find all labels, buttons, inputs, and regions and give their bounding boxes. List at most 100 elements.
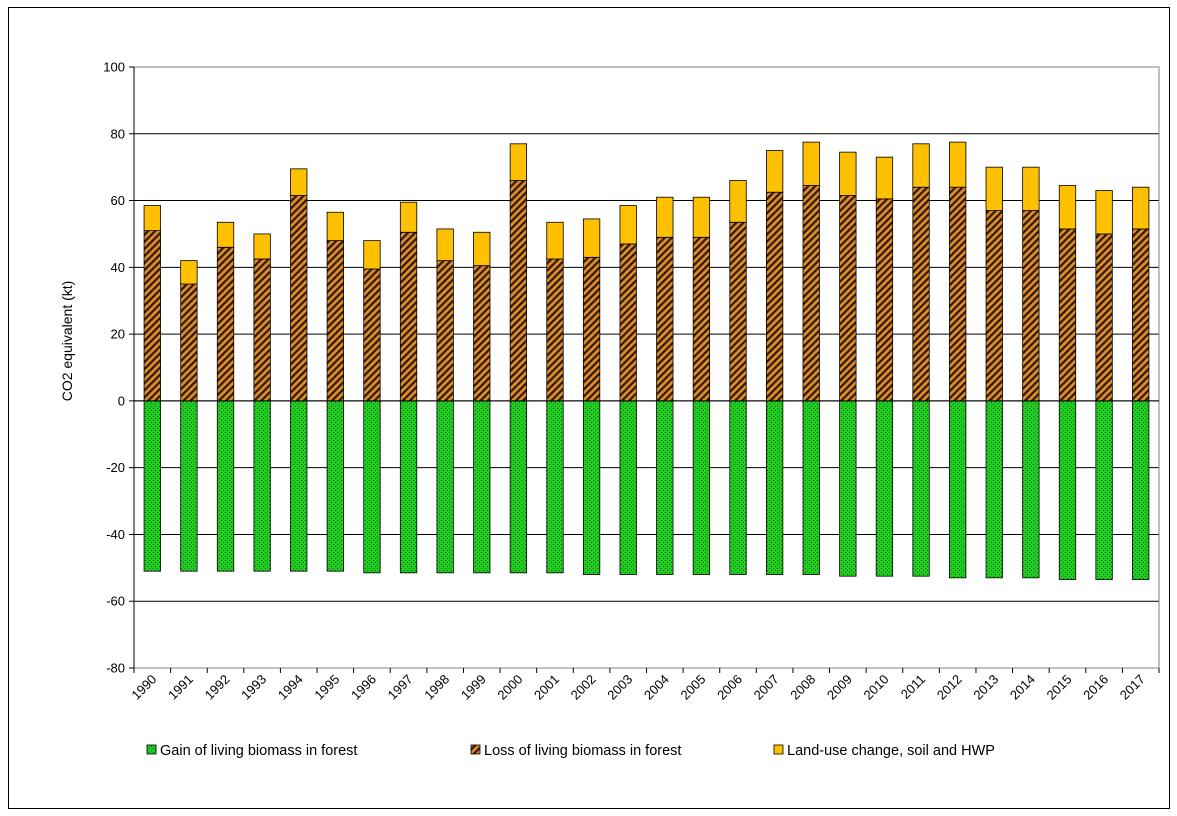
y-tick-label: 20: [111, 327, 125, 342]
bar-loss-2013: [985, 210, 1003, 402]
bar-loss-2000: [509, 180, 528, 402]
bar-land-use-2017: [1132, 186, 1150, 230]
bar-loss-1992: [216, 246, 235, 402]
bar-gain-2013: [985, 400, 1003, 579]
bar-land-use-2013: [985, 166, 1003, 211]
bar-loss-2006: [729, 221, 747, 402]
bar-gain-1991: [180, 400, 198, 572]
bar-land-use-2015: [1058, 185, 1077, 230]
x-tick-label: 2001: [531, 672, 562, 703]
bars: [143, 141, 1150, 580]
bar-land-use-2000: [509, 143, 528, 181]
y-tick-label: 40: [111, 260, 125, 275]
bar-land-use-1992: [216, 221, 235, 248]
bar-loss-2011: [912, 186, 930, 402]
x-tick-label: 1996: [348, 672, 379, 703]
bar-land-use-1996: [363, 240, 381, 270]
bar-land-use-2010: [875, 156, 894, 200]
bar-land-use-2002: [582, 218, 601, 258]
bar-gain-2017: [1132, 400, 1150, 580]
bar-land-use-2016: [1095, 190, 1113, 235]
x-tick-label: 2008: [787, 672, 818, 703]
legend-label: Gain of living biomass in forest: [160, 743, 357, 759]
bar-land-use-1990: [143, 205, 161, 232]
y-tick-label: 0: [118, 393, 125, 408]
legend-swatch: [470, 744, 481, 755]
bar-gain-1995: [326, 400, 344, 572]
bar-loss-1994: [290, 195, 308, 402]
bar-gain-2008: [802, 400, 820, 575]
bar-gain-2015: [1058, 400, 1077, 580]
bar-gain-2002: [582, 400, 601, 575]
y-axis-title: CO2 equivalent (kt): [59, 281, 75, 402]
bar-land-use-2003: [619, 205, 637, 245]
bar-gain-2011: [912, 400, 930, 577]
x-tick-label: 1993: [238, 672, 269, 703]
bar-gain-2004: [656, 400, 674, 575]
bar-gain-2010: [875, 400, 894, 577]
bar-gain-2000: [509, 400, 528, 574]
bar-loss-2001: [546, 258, 564, 402]
bar-gain-2001: [546, 400, 564, 574]
bar-gain-1999: [473, 400, 491, 574]
bar-loss-1999: [473, 265, 491, 402]
x-tick-label: 2012: [934, 672, 965, 703]
y-tick-label: -60: [106, 594, 125, 609]
bar-land-use-1994: [290, 168, 308, 196]
bar-loss-2016: [1095, 233, 1113, 402]
bar-gain-1996: [363, 400, 381, 574]
x-tick-label: 2013: [970, 672, 1001, 703]
bar-gain-1992: [216, 400, 235, 572]
x-tick-label: 2016: [1080, 672, 1111, 703]
bar-gain-2006: [729, 400, 747, 575]
bar-loss-1990: [143, 230, 161, 402]
x-tick-label: 1995: [311, 672, 342, 703]
bar-loss-2015: [1058, 228, 1077, 402]
bar-loss-1996: [363, 268, 381, 402]
bar-loss-2002: [582, 256, 601, 402]
bar-loss-2017: [1132, 228, 1150, 402]
chart-frame: -80 -60 -40 -20 0 20 40 60 80 100 1990 1991 1992 1993…: [8, 7, 1170, 809]
bar-land-use-2007: [765, 150, 784, 193]
y-tick-label: 60: [111, 193, 125, 208]
x-tick-label: 2009: [824, 672, 855, 703]
legend-label: Land-use change, soil and HWP: [787, 743, 995, 759]
bar-loss-2005: [692, 236, 711, 402]
bar-land-use-1995: [326, 211, 344, 242]
bar-gain-1990: [143, 400, 161, 572]
x-tick-label: 2004: [641, 672, 672, 703]
x-tick-label: 2017: [1117, 672, 1148, 703]
x-tick-label: 1990: [128, 672, 159, 703]
x-tick-label: 2002: [568, 672, 599, 703]
bar-gain-1997: [399, 400, 418, 574]
x-tick-label: 2003: [604, 672, 635, 703]
bar-loss-1995: [326, 240, 344, 402]
y-tick-label: 100: [103, 60, 125, 75]
axes: [129, 66, 1160, 673]
bar-land-use-2001: [546, 221, 564, 260]
x-tick-label: 1992: [202, 672, 233, 703]
bar-loss-2004: [656, 236, 674, 402]
bar-land-use-2014: [1022, 166, 1040, 211]
bar-gain-2005: [692, 400, 711, 575]
bar-gain-2007: [765, 400, 784, 575]
bar-loss-2012: [949, 186, 967, 402]
x-tick-label: 1998: [421, 672, 452, 703]
bar-gain-2003: [619, 400, 637, 575]
bar-loss-2003: [619, 243, 637, 402]
x-tick-label: 2010: [861, 672, 892, 703]
x-tick-label: 2015: [1044, 672, 1075, 703]
x-tick-label: 2006: [714, 672, 745, 703]
legend-label: Loss of living biomass in forest: [484, 743, 681, 759]
bar-land-use-2011: [912, 143, 930, 188]
bar-land-use-2009: [839, 151, 857, 196]
bar-land-use-1999: [473, 231, 491, 267]
bar-gain-1994: [290, 400, 308, 572]
x-tick-label: 1997: [385, 672, 416, 703]
bar-land-use-1998: [436, 228, 454, 262]
gridlines: [134, 133, 1159, 602]
x-tick-label: 2014: [1007, 672, 1038, 703]
bar-land-use-1993: [253, 233, 271, 260]
x-tick-label: 2005: [677, 672, 708, 703]
plot-area-border: [133, 66, 1160, 669]
